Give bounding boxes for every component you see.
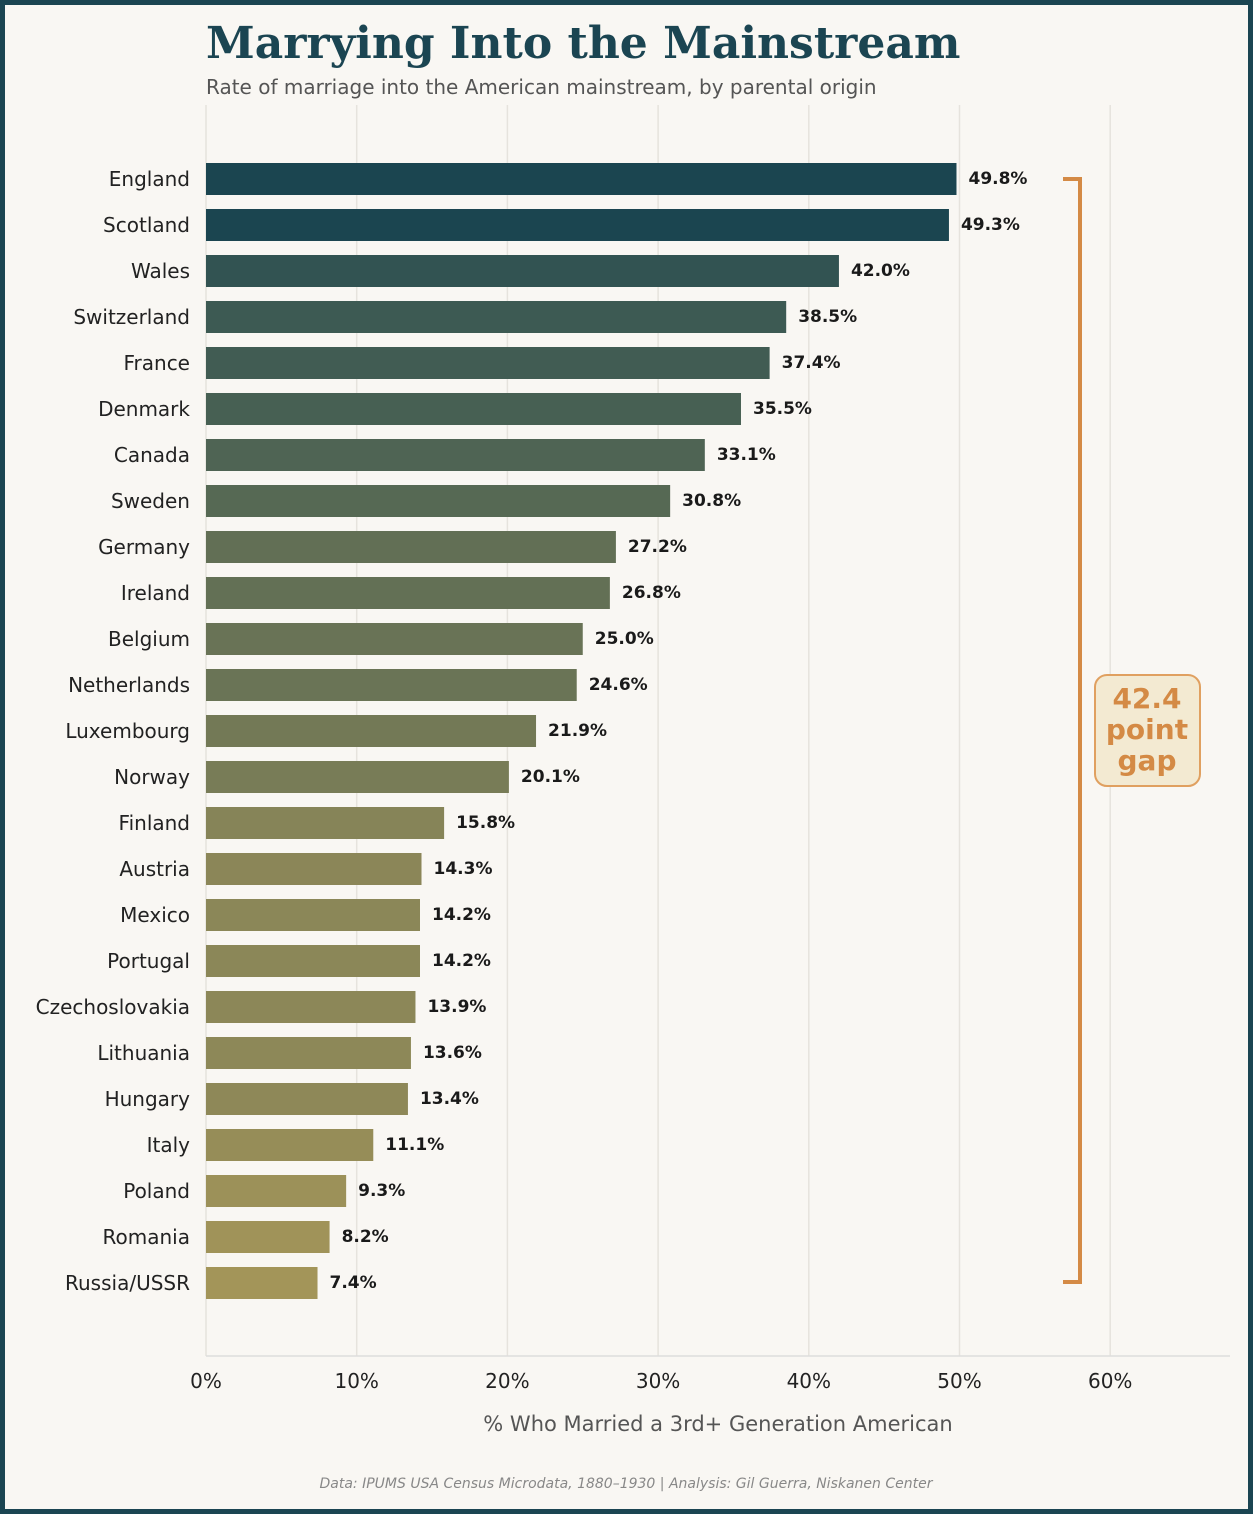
value-label: 25.0%: [595, 629, 654, 649]
chart-subtitle: Rate of marriage into the American mains…: [206, 75, 877, 99]
bar-netherlands: [206, 669, 577, 701]
bars: England 49.8% Scotland 49.3% Wales 42.0% Switz…: [36, 163, 1027, 1299]
x-tick-label: 30%: [636, 1369, 680, 1393]
value-label: 37.4%: [782, 353, 841, 373]
category-label: Lithuania: [97, 1041, 190, 1065]
x-tick-label: 10%: [334, 1369, 378, 1393]
value-label: 11.1%: [385, 1135, 444, 1155]
value-label: 49.8%: [968, 169, 1027, 189]
svg-text:point: point: [1106, 713, 1188, 746]
bar-romania: [206, 1221, 330, 1253]
svg-text:gap: gap: [1118, 744, 1177, 777]
x-tick-label: 60%: [1088, 1369, 1132, 1393]
bar-ireland: [206, 577, 610, 609]
value-label: 24.6%: [589, 675, 648, 695]
category-label: Canada: [114, 443, 190, 467]
bar-poland: [206, 1175, 347, 1207]
category-label: Romania: [103, 1225, 190, 1249]
gap-bracket: [1063, 177, 1082, 1284]
category-label: England: [109, 167, 190, 191]
category-label: Luxembourg: [65, 719, 190, 743]
category-label: Denmark: [98, 397, 190, 421]
category-label: Italy: [147, 1133, 191, 1157]
category-label: Belgium: [108, 627, 190, 651]
category-label: Switzerland: [73, 305, 190, 329]
bar-belgium: [206, 623, 583, 655]
category-label: Germany: [98, 535, 190, 559]
value-label: 42.0%: [851, 261, 910, 281]
bar-sweden: [206, 485, 671, 517]
bar-france: [206, 347, 770, 379]
x-axis-ticks: 0% 10% 20% 30% 40% 50% 60%: [190, 1369, 1132, 1393]
value-label: 49.3%: [961, 215, 1020, 235]
category-label: Wales: [131, 259, 190, 283]
bar-england: [206, 163, 957, 195]
value-label: 13.9%: [427, 997, 486, 1017]
bar-wales: [206, 255, 839, 287]
x-tick-label: 0%: [190, 1369, 222, 1393]
category-label: Norway: [114, 765, 190, 789]
gap-annotation: 42.4 point gap: [1094, 674, 1201, 787]
bar-mexico: [206, 899, 420, 931]
value-label: 14.2%: [432, 905, 491, 925]
value-label: 9.3%: [358, 1181, 405, 1201]
bar-czechoslovakia: [206, 991, 416, 1023]
category-label: Portugal: [107, 949, 190, 973]
value-label: 8.2%: [342, 1227, 389, 1247]
value-label: 13.6%: [423, 1043, 482, 1063]
bar-portugal: [206, 945, 420, 977]
bar-germany: [206, 531, 616, 563]
bar-canada: [206, 439, 705, 471]
category-label: Czechoslovakia: [36, 995, 190, 1019]
category-label: Russia/USSR: [65, 1271, 190, 1295]
value-label: 35.5%: [753, 399, 812, 419]
x-tick-label: 20%: [485, 1369, 529, 1393]
value-label: 20.1%: [521, 767, 580, 787]
value-label: 14.3%: [434, 859, 493, 879]
value-label: 26.8%: [622, 583, 681, 603]
category-label: Hungary: [105, 1087, 191, 1111]
bar-hungary: [206, 1083, 408, 1115]
x-tick-label: 50%: [937, 1369, 981, 1393]
value-label: 27.2%: [628, 537, 687, 557]
bar-scotland: [206, 209, 949, 241]
category-label: Poland: [123, 1179, 190, 1203]
value-label: 7.4%: [330, 1273, 377, 1293]
value-label: 33.1%: [717, 445, 776, 465]
category-label: Netherlands: [68, 673, 190, 697]
bar-denmark: [206, 393, 741, 425]
value-label: 15.8%: [456, 813, 515, 833]
category-label: Finland: [119, 811, 190, 835]
x-axis-label: % Who Married a 3rd+ Generation American: [483, 1412, 952, 1436]
footer-source: Data: IPUMS USA Census Microdata, 1880–1…: [320, 1476, 934, 1492]
category-label: Ireland: [121, 581, 190, 605]
bar-austria: [206, 853, 422, 885]
bar-norway: [206, 761, 509, 793]
chart-title: Marrying Into the Mainstream: [206, 18, 960, 69]
bar-finland: [206, 807, 445, 839]
value-label: 14.2%: [432, 951, 491, 971]
category-label: Scotland: [103, 213, 190, 237]
bar-russia-ussr: [206, 1267, 318, 1299]
bar-italy: [206, 1129, 374, 1161]
value-label: 21.9%: [548, 721, 607, 741]
category-label: Sweden: [111, 489, 190, 513]
category-label: France: [123, 351, 190, 375]
x-tick-label: 40%: [787, 1369, 831, 1393]
category-label: Austria: [119, 857, 190, 881]
bar-switzerland: [206, 301, 787, 333]
bar-luxembourg: [206, 715, 537, 747]
value-label: 13.4%: [420, 1089, 479, 1109]
category-label: Mexico: [120, 903, 190, 927]
value-label: 30.8%: [682, 491, 741, 511]
bar-lithuania: [206, 1037, 411, 1069]
value-label: 38.5%: [798, 307, 857, 327]
svg-text:42.4: 42.4: [1112, 682, 1181, 715]
